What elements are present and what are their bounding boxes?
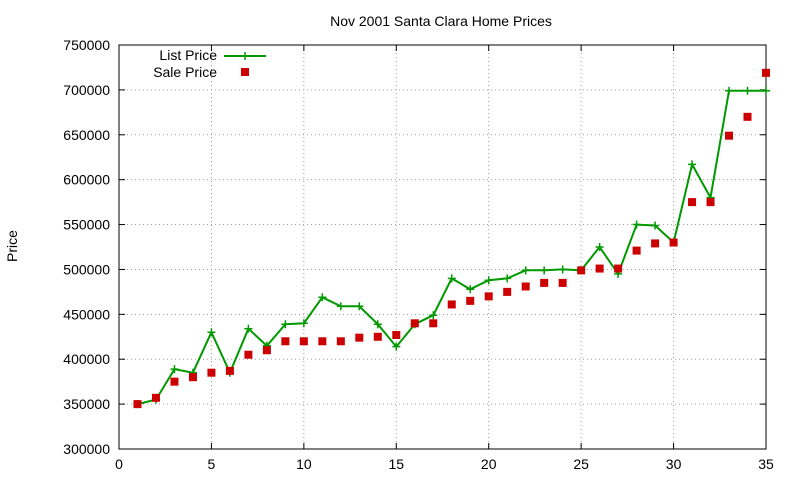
x-tick-label: 30: [666, 456, 682, 472]
list-price-point: [688, 160, 697, 169]
plot-border: [118, 44, 767, 450]
list-price-point: [207, 328, 216, 337]
sale-price-point: [262, 346, 271, 355]
list-price-line: [137, 89, 766, 406]
sale-price-point: [151, 393, 160, 402]
list-price-point: [595, 243, 604, 251]
tick-labels: 300000 350000 400000 450000 500000 550000 6000…: [63, 37, 774, 472]
axes: [118, 44, 767, 450]
sale-price-point: [503, 287, 512, 296]
y-tick-label: 550000: [63, 217, 110, 233]
sale-price-point: [244, 350, 253, 359]
legend-label-sale-price: Sale Price: [153, 64, 217, 80]
legend: List Price Sale Price: [153, 47, 266, 80]
list-price-point: [392, 342, 401, 351]
sale-price-point: [614, 264, 623, 273]
y-tick-label: 600000: [63, 172, 110, 188]
sale-price-point: [484, 292, 493, 301]
list-price-point: [170, 365, 179, 374]
x-tick-label: 5: [208, 456, 216, 472]
sale-price-point: [725, 131, 734, 140]
sale-price-point: [669, 238, 678, 247]
list-price-point: [299, 319, 308, 328]
sale-price-point: [429, 319, 438, 328]
y-tick-label: 300000: [63, 441, 110, 457]
y-tick-label: 650000: [63, 127, 110, 143]
sale-price-point: [688, 198, 697, 207]
list-price-point: [429, 311, 438, 320]
x-tick-label: 25: [573, 456, 589, 472]
sale-price-point: [225, 366, 234, 375]
list-price-point: [318, 293, 327, 302]
list-price-point: [632, 220, 641, 229]
list-price-point: [503, 274, 512, 283]
sale-price-point: [466, 296, 475, 305]
list-price-point: [521, 266, 530, 275]
sale-price-point: [373, 332, 382, 341]
x-tick-label: 0: [115, 456, 123, 472]
list-price-point: [466, 285, 475, 294]
list-price-point: [355, 302, 364, 311]
x-tick-label: 15: [388, 456, 404, 472]
sale-price-point: [170, 377, 179, 386]
sale-price-point: [133, 400, 142, 409]
list-price-point: [743, 86, 752, 95]
sale-price-point: [743, 112, 752, 121]
list-price-point: [540, 266, 549, 275]
y-tick-label: 350000: [63, 396, 110, 412]
sale-price-point: [651, 239, 660, 248]
y-tick-label: 750000: [63, 37, 110, 53]
sale-price-point: [595, 264, 604, 273]
data-series: [133, 68, 770, 409]
chart-title: Nov 2001 Santa Clara Home Prices: [330, 13, 552, 29]
y-axis-label: Price: [4, 230, 20, 262]
list-price-point: [447, 274, 456, 283]
sale-price-point: [281, 337, 290, 346]
grid-lines: [119, 45, 766, 449]
sale-price-point: [318, 337, 327, 346]
x-tick-label: 35: [758, 456, 774, 472]
sale-price-point: [521, 282, 530, 291]
sale-price-point: [299, 337, 308, 346]
y-tick-label: 700000: [63, 82, 110, 98]
list-price-point: [373, 320, 382, 329]
list-price-point: [725, 86, 734, 95]
list-price-point: [244, 324, 253, 333]
y-tick-label: 450000: [63, 306, 110, 322]
sale-price-point: [447, 300, 456, 309]
legend-label-list-price: List Price: [159, 47, 217, 63]
list-price-point: [281, 320, 290, 329]
sale-price-point: [632, 246, 641, 255]
legend-sale-price-marker: [241, 68, 249, 76]
x-tick-label: 10: [296, 456, 312, 472]
sale-price-point: [336, 337, 345, 346]
sale-price-point: [410, 319, 419, 328]
sale-price-point: [207, 368, 216, 377]
sale-price-point: [355, 333, 364, 342]
sale-price-point: [762, 68, 770, 77]
sale-price-point: [706, 198, 715, 207]
x-tick-label: 20: [481, 456, 497, 472]
sale-price-point: [577, 266, 586, 275]
sale-price-point: [558, 278, 567, 287]
list-price-point: [484, 276, 493, 285]
list-price-point: [558, 265, 567, 274]
y-tick-label: 400000: [63, 351, 110, 367]
list-price-point: [336, 302, 345, 311]
y-tick-label: 500000: [63, 261, 110, 277]
list-price-point: [762, 86, 770, 95]
sale-price-point: [188, 373, 197, 382]
legend-list-price-marker: [241, 52, 249, 60]
list-price-point: [651, 221, 660, 230]
sale-price-point: [392, 330, 401, 339]
sale-price-point: [540, 278, 549, 287]
